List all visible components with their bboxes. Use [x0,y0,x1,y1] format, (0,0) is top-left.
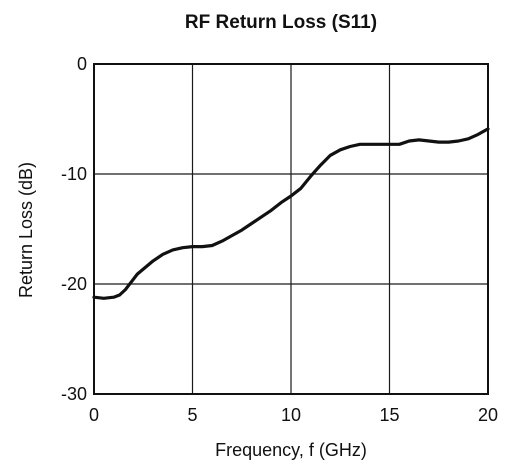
x-tick-label: 5 [187,405,197,425]
y-tick-labels: 0 -10 -20 -30 [61,54,87,404]
x-tick-label: 20 [478,405,498,425]
return-loss-series-line [92,127,490,300]
y-tick-label: -20 [61,274,87,294]
y-tick-label: -30 [61,384,87,404]
x-tick-label: 10 [281,405,301,425]
gridlines [94,64,488,394]
x-tick-label: 15 [379,405,399,425]
chart-title: RF Return Loss (S11) [185,12,377,33]
y-axis-label: Return Loss (dB) [16,162,36,298]
x-axis-label: Frequency, f (GHz) [215,440,367,460]
x-tick-label: 0 [89,405,99,425]
y-tick-label: 0 [77,54,87,74]
y-tick-label: -10 [61,164,87,184]
plot-frame [93,63,489,395]
series-layer [92,127,490,300]
x-tick-labels: 0 5 10 15 20 [89,405,498,425]
